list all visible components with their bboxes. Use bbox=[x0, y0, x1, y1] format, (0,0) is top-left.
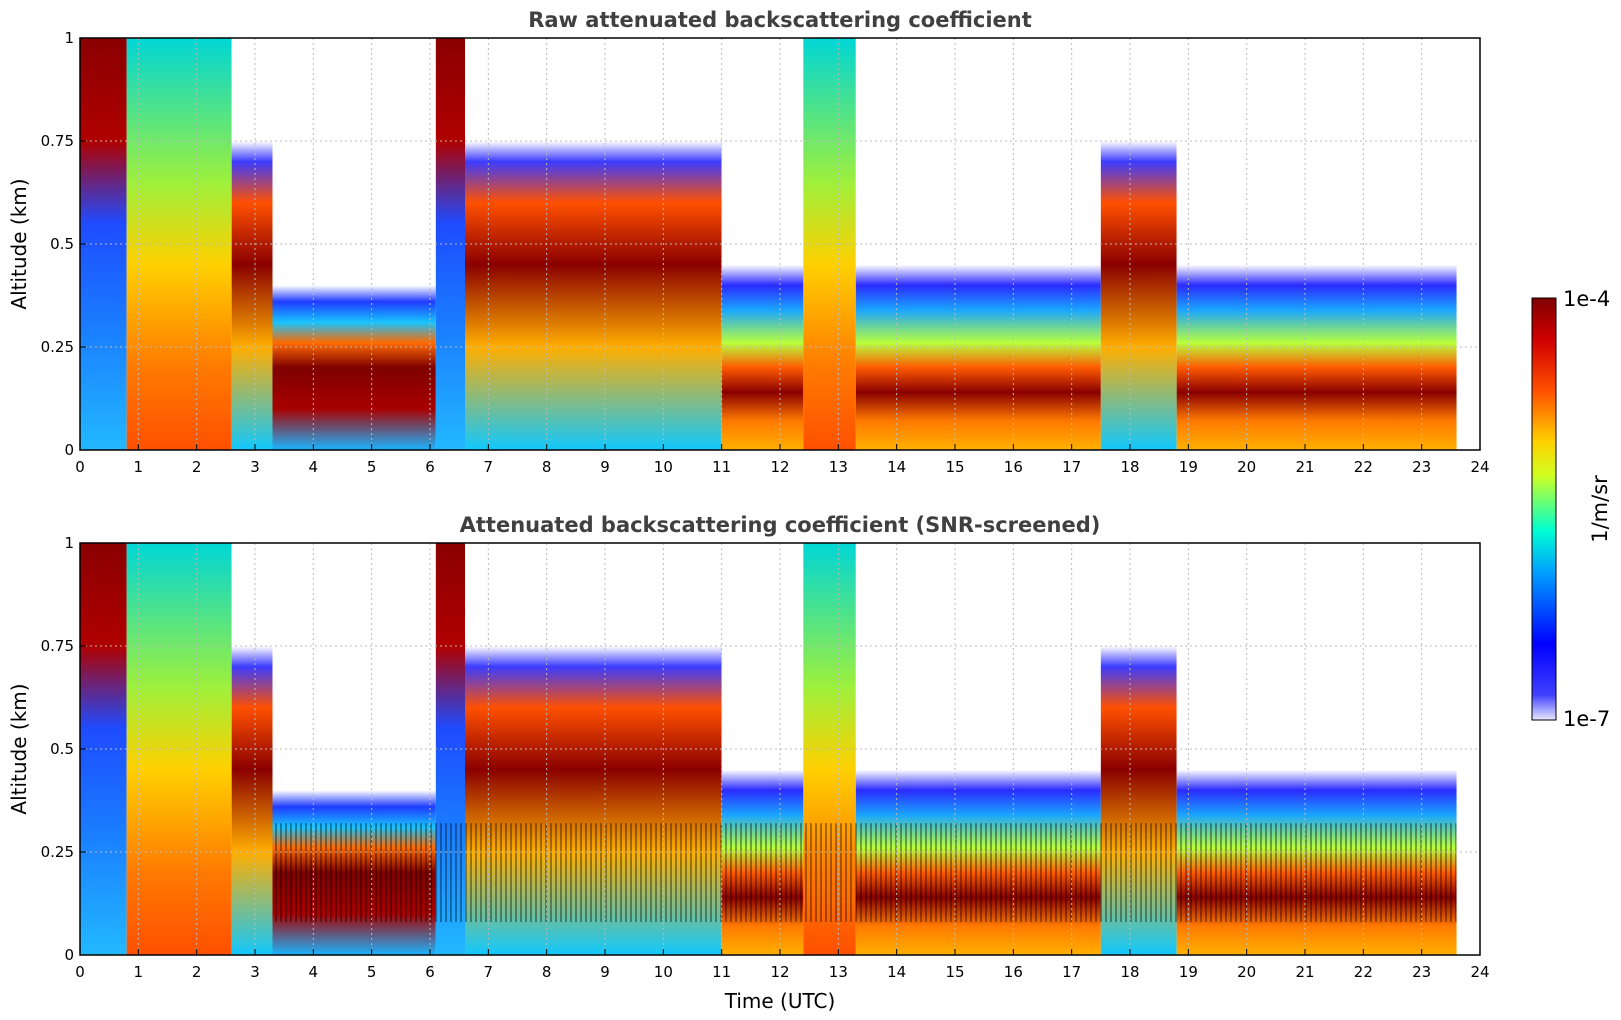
y-tick-label: 0 bbox=[64, 946, 74, 964]
x-tick-label: 22 bbox=[1354, 458, 1373, 476]
x-tick-label: 3 bbox=[250, 963, 260, 981]
x-tick-label: 2 bbox=[192, 963, 202, 981]
x-tick-label: 11 bbox=[712, 458, 731, 476]
x-tick-label: 15 bbox=[945, 458, 964, 476]
x-ticks-screened: 0 1 2 3 4 5 6 7 8 9 10 11 12 13 14 15 16 17 18 19 20 21 22 23 24 bbox=[75, 949, 1490, 981]
x-tick-label: 4 bbox=[309, 963, 319, 981]
panel-screened: Attenuated backscattering coefficient (S… bbox=[7, 513, 1490, 1013]
x-tick-label: 23 bbox=[1412, 963, 1431, 981]
x-tick-label: 9 bbox=[600, 458, 610, 476]
x-tick-label: 12 bbox=[770, 458, 789, 476]
no-data-region bbox=[1456, 38, 1480, 450]
x-tick-label: 5 bbox=[367, 963, 377, 981]
y-tick-label: 0.25 bbox=[41, 338, 74, 356]
x-tick-label: 8 bbox=[542, 963, 552, 981]
x-tick-label: 0 bbox=[75, 963, 85, 981]
x-tick-label: 10 bbox=[654, 458, 673, 476]
x-tick-label: 23 bbox=[1412, 458, 1431, 476]
y-tick-label: 0.25 bbox=[41, 843, 74, 861]
x-tick-label: 19 bbox=[1179, 458, 1198, 476]
heatmap-segment bbox=[1100, 38, 1177, 450]
x-ticks-raw: 0 1 2 3 4 5 6 7 8 9 10 11 12 13 14 15 16 17 18 19 20 21 22 23 24 bbox=[75, 444, 1490, 476]
heatmap-segment bbox=[80, 38, 127, 450]
x-tick-label: 17 bbox=[1062, 458, 1081, 476]
x-tick-label: 13 bbox=[829, 458, 848, 476]
y-tick-label: 0.5 bbox=[50, 235, 74, 253]
y-ticks-screened: 0 0.25 0.5 0.75 1 bbox=[41, 534, 86, 964]
heatmap-segment bbox=[80, 543, 127, 955]
y-tick-label: 1 bbox=[64, 534, 74, 552]
colorbar-min-label: 1e-7 bbox=[1563, 707, 1610, 731]
x-tick-label: 14 bbox=[887, 458, 906, 476]
y-axis-label-raw: Altitude (km) bbox=[7, 178, 31, 309]
y-axis-label-screened: Altitude (km) bbox=[7, 683, 31, 814]
x-tick-label: 15 bbox=[945, 963, 964, 981]
x-axis-label: Time (UTC) bbox=[724, 989, 836, 1013]
x-tick-label: 1 bbox=[134, 963, 144, 981]
x-tick-label: 18 bbox=[1120, 963, 1139, 981]
x-tick-label: 24 bbox=[1470, 458, 1489, 476]
screened-overlay bbox=[272, 823, 1457, 923]
x-tick-label: 5 bbox=[367, 458, 377, 476]
colorbar-max-label: 1e-4 bbox=[1563, 287, 1610, 311]
x-tick-label: 8 bbox=[542, 458, 552, 476]
x-tick-label: 4 bbox=[309, 458, 319, 476]
x-tick-label: 0 bbox=[75, 458, 85, 476]
heatmap-segment bbox=[126, 543, 232, 955]
x-tick-label: 1 bbox=[134, 458, 144, 476]
x-tick-label: 6 bbox=[425, 963, 435, 981]
heatmap-segment bbox=[855, 38, 1101, 450]
y-tick-label: 1 bbox=[64, 29, 74, 47]
panel-title-screened: Attenuated backscattering coefficient (S… bbox=[460, 513, 1101, 537]
colorbar-units-label: 1/m/sr bbox=[1588, 475, 1612, 543]
y-tick-label: 0 bbox=[64, 441, 74, 459]
x-tick-label: 12 bbox=[770, 963, 789, 981]
x-tick-label: 11 bbox=[712, 963, 731, 981]
x-tick-label: 19 bbox=[1179, 963, 1198, 981]
x-tick-label: 13 bbox=[829, 963, 848, 981]
x-tick-label: 18 bbox=[1120, 458, 1139, 476]
heatmap-segment bbox=[126, 38, 232, 450]
x-tick-label: 10 bbox=[654, 963, 673, 981]
x-tick-label: 2 bbox=[192, 458, 202, 476]
y-tick-label: 0.75 bbox=[41, 132, 74, 150]
x-tick-label: 17 bbox=[1062, 963, 1081, 981]
x-tick-label: 3 bbox=[250, 458, 260, 476]
x-tick-label: 9 bbox=[600, 963, 610, 981]
y-ticks-raw: 0 0.25 0.5 0.75 1 bbox=[41, 29, 86, 459]
x-tick-label: 24 bbox=[1470, 963, 1489, 981]
panel-raw: Raw attenuated backscattering coefficien… bbox=[7, 8, 1490, 476]
x-tick-label: 6 bbox=[425, 458, 435, 476]
x-tick-label: 20 bbox=[1237, 963, 1256, 981]
x-tick-label: 22 bbox=[1354, 963, 1373, 981]
no-data-region bbox=[1456, 543, 1480, 955]
x-tick-label: 21 bbox=[1295, 458, 1314, 476]
heatmap-segment bbox=[803, 38, 856, 450]
x-tick-label: 16 bbox=[1004, 458, 1023, 476]
x-tick-label: 21 bbox=[1295, 963, 1314, 981]
colorbar: 1e-4 1e-7 1/m/sr bbox=[1531, 287, 1612, 731]
x-tick-label: 7 bbox=[484, 458, 494, 476]
x-tick-label: 7 bbox=[484, 963, 494, 981]
panel-title-raw: Raw attenuated backscattering coefficien… bbox=[528, 8, 1032, 32]
x-tick-label: 16 bbox=[1004, 963, 1023, 981]
heatmap-segment bbox=[272, 38, 436, 450]
colorbar-gradient bbox=[1531, 297, 1557, 721]
x-tick-label: 14 bbox=[887, 963, 906, 981]
y-tick-label: 0.75 bbox=[41, 637, 74, 655]
x-tick-label: 20 bbox=[1237, 458, 1256, 476]
y-tick-label: 0.5 bbox=[50, 740, 74, 758]
